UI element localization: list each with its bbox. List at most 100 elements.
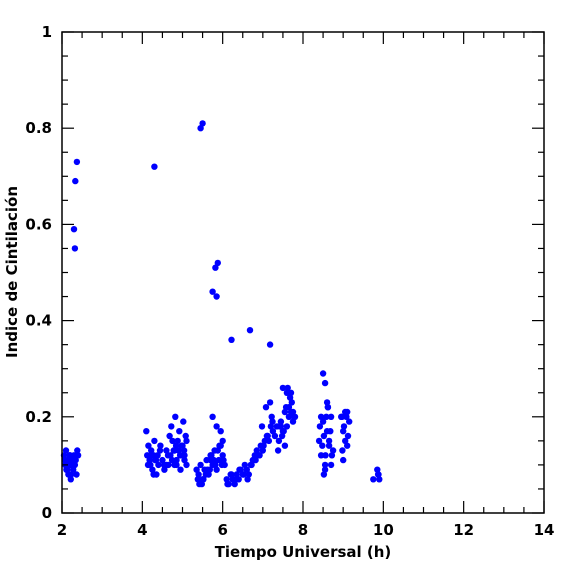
- y-tick-label: 0.6: [25, 215, 52, 233]
- data-point: [196, 480, 203, 488]
- plot-frame: [61, 31, 545, 514]
- x-tick-label: 10: [373, 521, 394, 539]
- data-point: [164, 452, 172, 459]
- x-tick-labels: 2 4 6 8 10 12 14: [57, 521, 555, 539]
- data-point: [177, 466, 184, 473]
- data-point: [183, 437, 190, 445]
- data-point: [370, 476, 377, 483]
- data-point: [72, 452, 80, 459]
- data-point: [73, 158, 81, 166]
- data-point: [281, 408, 289, 416]
- data-point: [154, 452, 161, 459]
- data-point: [172, 442, 180, 449]
- data-point: [246, 327, 254, 334]
- data-point: [321, 379, 329, 387]
- data-point: [285, 404, 293, 411]
- x-tick-label: 6: [217, 521, 227, 539]
- data-point: [291, 413, 298, 420]
- data-point: [144, 461, 152, 469]
- data-point: [338, 413, 346, 420]
- data-point: [169, 437, 176, 445]
- data-point: [266, 341, 274, 348]
- data-point: [280, 428, 287, 435]
- data-point: [213, 466, 220, 473]
- data-point: [152, 456, 160, 464]
- data-point: [149, 466, 156, 473]
- y-tick-label: 0.2: [25, 408, 52, 426]
- data-point: [62, 447, 70, 454]
- data-point: [319, 418, 327, 425]
- data-point: [260, 442, 267, 449]
- data-point: [193, 466, 200, 473]
- data-point: [207, 456, 214, 464]
- data-point: [195, 471, 202, 478]
- data-point: [72, 177, 79, 185]
- data-point: [181, 452, 188, 459]
- data-point: [233, 471, 240, 478]
- data-point: [265, 437, 273, 445]
- axis-ticks: [61, 31, 545, 514]
- data-point: [180, 418, 187, 425]
- x-tick-label: 8: [298, 521, 308, 539]
- data-point: [199, 120, 206, 127]
- data-point: [178, 442, 185, 449]
- data-point: [161, 466, 168, 473]
- data-point: [214, 259, 221, 267]
- y-tick-labels: 0 0.2 0.4 0.6 0.8 1: [25, 23, 52, 522]
- data-point: [340, 423, 348, 430]
- data-point: [324, 404, 332, 411]
- data-point: [241, 461, 248, 469]
- x-tick-label: 14: [534, 521, 555, 539]
- data-point: [215, 456, 222, 464]
- data-point: [288, 399, 295, 406]
- data-point: [63, 466, 71, 473]
- data-point: [285, 413, 293, 420]
- data-point: [212, 264, 219, 271]
- data-point: [236, 466, 243, 473]
- data-point: [329, 447, 337, 454]
- data-point: [319, 370, 327, 377]
- data-point: [316, 423, 324, 430]
- data-point: [323, 413, 330, 420]
- data-point: [283, 423, 291, 430]
- data-point: [322, 452, 329, 459]
- data-point: [327, 413, 335, 420]
- data-point: [343, 413, 350, 420]
- data-point: [321, 466, 329, 473]
- data-point: [258, 423, 266, 430]
- data-point: [340, 456, 347, 464]
- data-point: [315, 437, 323, 445]
- data-point: [325, 437, 333, 445]
- data-point: [268, 413, 275, 420]
- data-point: [213, 423, 220, 430]
- data-point: [240, 471, 247, 478]
- data-point: [231, 480, 238, 488]
- data-point: [374, 471, 382, 478]
- data-point: [245, 471, 252, 478]
- data-point: [171, 447, 178, 454]
- data-point: [200, 476, 207, 483]
- data-point: [289, 408, 297, 416]
- data-point: [277, 418, 285, 425]
- data-point: [143, 428, 150, 435]
- x-tick-label: 12: [453, 521, 474, 539]
- data-point: [197, 125, 204, 132]
- data-point: [168, 456, 176, 464]
- data-point: [176, 452, 184, 459]
- data-point: [327, 428, 334, 435]
- data-point: [320, 471, 328, 478]
- data-point: [317, 452, 325, 459]
- data-point: [342, 408, 349, 416]
- data-point: [209, 288, 216, 295]
- data-point: [194, 476, 201, 483]
- data-point: [275, 437, 283, 445]
- data-point: [252, 456, 259, 464]
- data-point: [163, 447, 170, 454]
- data-point: [339, 447, 346, 454]
- data-point: [269, 418, 276, 425]
- data-point: [212, 461, 219, 469]
- data-point: [259, 447, 266, 454]
- x-tick-label: 2: [57, 521, 67, 539]
- data-point: [209, 413, 216, 420]
